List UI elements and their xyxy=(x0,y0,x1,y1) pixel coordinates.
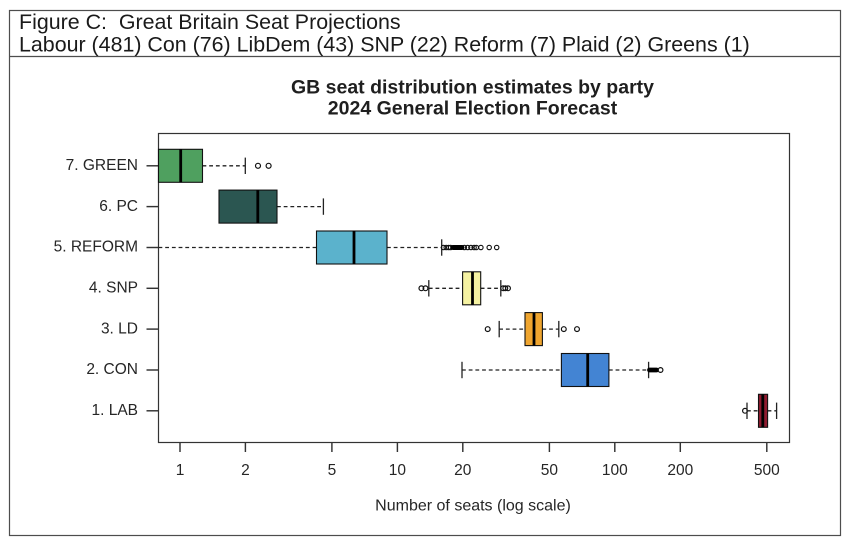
svg-text:10: 10 xyxy=(389,462,407,479)
svg-text:GB seat distribution estimates: GB seat distribution estimates by party xyxy=(291,77,654,99)
svg-text:5: 5 xyxy=(328,462,337,479)
svg-text:Number of seats (log scale): Number of seats (log scale) xyxy=(375,498,571,515)
svg-text:200: 200 xyxy=(667,462,693,479)
svg-text:3. LD: 3. LD xyxy=(101,320,138,337)
svg-text:6. PC: 6. PC xyxy=(99,198,138,215)
svg-text:50: 50 xyxy=(541,462,559,479)
svg-text:Figure C: Great Britain Seat: Figure C: Great Britain Seat Projections xyxy=(19,10,401,34)
svg-text:20: 20 xyxy=(454,462,472,479)
svg-text:1. LAB: 1. LAB xyxy=(91,402,138,419)
svg-text:7. GREEN: 7. GREEN xyxy=(66,157,138,174)
svg-text:100: 100 xyxy=(602,462,628,479)
svg-text:2. CON: 2. CON xyxy=(86,361,138,378)
svg-text:1: 1 xyxy=(176,462,185,479)
svg-text:2024 General Election Forecast: 2024 General Election Forecast xyxy=(328,97,618,119)
svg-text:500: 500 xyxy=(754,462,780,479)
svg-text:2: 2 xyxy=(241,462,250,479)
svg-text:4. SNP: 4. SNP xyxy=(89,280,138,297)
svg-text:Labour (481) Con (76) LibDem (: Labour (481) Con (76) LibDem (43) SNP (2… xyxy=(19,33,750,57)
svg-text:5. REFORM: 5. REFORM xyxy=(54,239,138,256)
